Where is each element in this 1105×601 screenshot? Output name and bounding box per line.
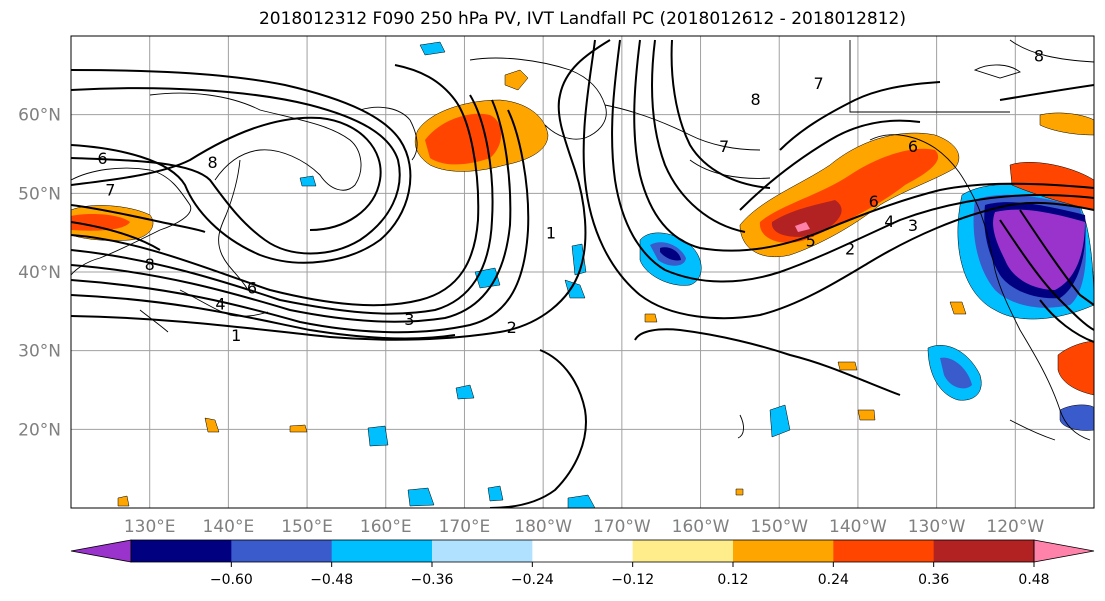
colorbar-tick-label: −0.12 <box>611 572 654 588</box>
contour-label: 3 <box>908 216 918 235</box>
contour-label: 6 <box>908 137 918 156</box>
colorbar-segment <box>532 540 634 562</box>
pv-negative-region-subtropical-core <box>940 357 972 389</box>
contour-label: 3 <box>404 310 414 329</box>
coastlines <box>71 39 1094 441</box>
colorbar-tick-label: 0.36 <box>918 572 949 588</box>
colorbar-segment <box>632 540 734 562</box>
pv-positive-region-west-core <box>71 214 130 231</box>
longitude-tick-label: 160°W <box>672 517 730 537</box>
pv-blob <box>204 417 220 433</box>
longitude-tick-label: 180°W <box>514 517 572 537</box>
latitude-labels: 20°N 30°N 40°N 50°N 60°N <box>18 106 61 441</box>
colorbar-tick-label: −0.48 <box>310 572 353 588</box>
contour-label: 6 <box>97 149 107 168</box>
longitude-tick-label: 170°W <box>593 517 651 537</box>
latitude-tick-label: 50°N <box>18 184 61 204</box>
contour-label: 7 <box>719 137 729 156</box>
pv-positive-region-gulf-of-alaska-max <box>771 200 842 237</box>
colorbar-tick-label: −0.36 <box>411 572 454 588</box>
longitude-tick-label: 170°E <box>439 517 491 537</box>
contour-label: 1 <box>231 326 241 345</box>
contour-label: 7 <box>105 180 115 199</box>
map-title: 2018012312 F090 250 hPa PV, IVT Landfall… <box>258 9 906 29</box>
pv-positive-region-bering-north <box>504 69 529 91</box>
colorbar-tick-label: −0.60 <box>210 572 253 588</box>
pv-blob <box>487 485 504 502</box>
colorbar-tick-label: 0.12 <box>717 572 748 588</box>
colorbar-segment <box>432 540 533 562</box>
pv-blob <box>407 487 435 507</box>
longitude-tick-label: 140°E <box>203 517 255 537</box>
pv-blob <box>949 301 967 315</box>
contour-label: 1 <box>546 224 556 243</box>
contour-label: 8 <box>145 255 155 274</box>
colorbar-segment <box>331 540 433 562</box>
contour-label: 2 <box>507 318 517 337</box>
longitude-tick-label: 150°W <box>750 517 808 537</box>
contour-label: 6 <box>869 192 879 211</box>
colorbar-tick-label: 0.48 <box>1018 572 1049 588</box>
longitude-tick-label: 160°E <box>360 517 412 537</box>
map-frame <box>70 35 1095 509</box>
pv-positive-region-far-northeast <box>1039 112 1094 136</box>
contour-label: 6 <box>247 279 257 298</box>
colorbar-tick-label: −0.24 <box>511 572 554 588</box>
contour-label: 8 <box>208 153 218 172</box>
pv-positive-region-baja <box>1057 341 1094 396</box>
colorbar-tick-label: 0.24 <box>818 572 849 588</box>
colorbar: −0.60 −0.48 −0.36 −0.24 −0.12 0.12 0.24 0.36 0.4… <box>70 539 1095 588</box>
contour-label: 2 <box>845 239 855 258</box>
ivt-contours <box>71 39 1094 508</box>
contour-label: 8 <box>1034 47 1044 66</box>
contour-label: 4 <box>215 294 225 313</box>
latitude-tick-label: 20°N <box>18 420 61 440</box>
pv-blob <box>837 361 858 371</box>
pv-blob <box>735 488 744 496</box>
longitude-tick-label: 140°W <box>829 517 887 537</box>
pv-blob <box>571 243 587 276</box>
pv-blob <box>117 495 130 507</box>
longitude-tick-label: 150°E <box>281 517 333 537</box>
pv-negative-region-north-pacific-deep <box>660 247 681 261</box>
contour-label: 7 <box>813 74 823 93</box>
pv-blob <box>367 425 389 447</box>
pv-blob <box>455 384 475 400</box>
pv-blob <box>644 313 658 323</box>
latitude-tick-label: 40°N <box>18 263 61 283</box>
colorbar-segment <box>131 540 232 562</box>
colorbar-extend-high <box>1033 539 1095 563</box>
latitude-tick-label: 30°N <box>18 342 61 362</box>
pv-blob <box>769 404 791 438</box>
colorbar-segment <box>833 540 935 562</box>
pv-positive-region-northeast <box>1009 162 1094 211</box>
colorbar-frame <box>130 539 1035 563</box>
pv-positive-region-gulf-of-alaska-peak <box>795 222 810 232</box>
longitude-tick-label: 130°W <box>908 517 966 537</box>
colorbar-segment <box>733 540 834 562</box>
latitude-tick-label: 60°N <box>18 106 61 126</box>
pv-blob <box>419 41 446 56</box>
contour-label: 5 <box>806 232 816 251</box>
pv-blob <box>299 175 317 187</box>
pv-negative-region-southeast <box>1059 404 1094 431</box>
longitude-labels: 130°E 140°E 150°E 160°E 170°E 180°W 170°W 160°W… <box>124 517 1045 537</box>
pv-blob <box>857 409 876 421</box>
colorbar-segment <box>933 540 1035 562</box>
longitude-tick-label: 120°W <box>986 517 1044 537</box>
colorbar-extend-low <box>70 539 132 563</box>
pv-blob <box>567 494 596 508</box>
longitude-tick-label: 130°E <box>124 517 176 537</box>
colorbar-segment <box>231 540 333 562</box>
contour-label: 8 <box>751 90 761 109</box>
contour-label: 4 <box>884 212 894 231</box>
pv-blob <box>289 424 308 433</box>
